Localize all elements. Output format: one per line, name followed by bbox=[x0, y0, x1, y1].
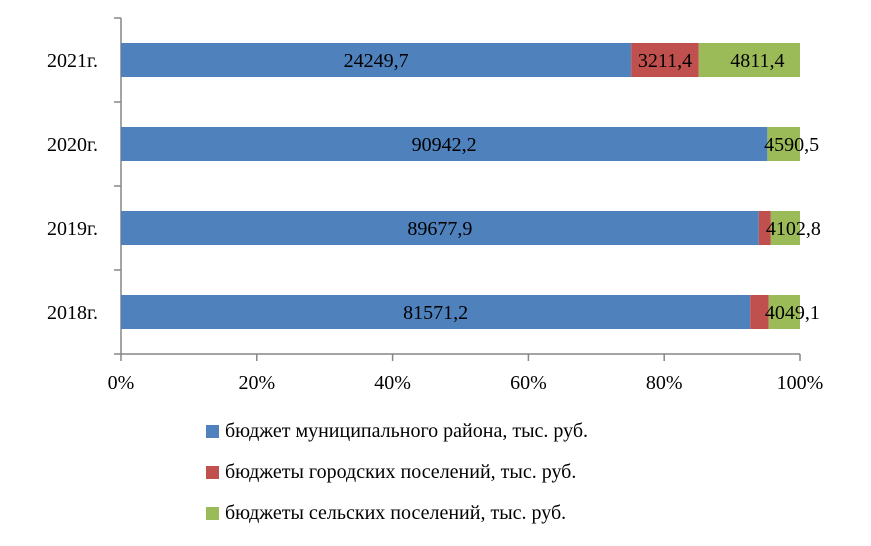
data-label: 4102,8 bbox=[766, 218, 821, 240]
legend-item: бюджеты сельских поселений, тыс. руб. bbox=[206, 502, 588, 524]
bar-segment bbox=[767, 127, 800, 161]
data-label: 4590,5 bbox=[764, 134, 819, 156]
legend-swatch bbox=[206, 506, 219, 520]
data-label: 3211,4 bbox=[638, 50, 692, 72]
bar-segment bbox=[758, 211, 771, 245]
x-tick-label: 40% bbox=[374, 372, 411, 394]
category-label: 2020г. bbox=[47, 134, 98, 156]
data-label: 4811,4 bbox=[730, 50, 784, 72]
bar-segment bbox=[121, 211, 759, 245]
bar-segment bbox=[768, 295, 800, 329]
bar-segment bbox=[121, 295, 751, 329]
x-tick-label: 0% bbox=[108, 372, 135, 394]
x-tick-label: 100% bbox=[777, 372, 824, 394]
x-tick-label: 20% bbox=[238, 372, 275, 394]
x-tick-label: 80% bbox=[646, 372, 683, 394]
legend-label: бюджеты городских поселений, тыс. руб. bbox=[225, 460, 577, 483]
bar-segment bbox=[121, 43, 632, 77]
x-tick-label: 60% bbox=[510, 372, 547, 394]
data-label: 4049,1 bbox=[765, 302, 820, 324]
category-label: 2019г. bbox=[47, 218, 98, 240]
bar-segment bbox=[750, 295, 769, 329]
legend-swatch bbox=[206, 465, 219, 479]
legend-item: бюджет муниципального района, тыс. руб. bbox=[206, 420, 588, 442]
legend: бюджет муниципального района, тыс. руб. б… bbox=[206, 420, 588, 543]
category-label: 2021г. bbox=[47, 50, 98, 72]
data-label: 81571,2 bbox=[403, 302, 468, 324]
bar-segment bbox=[698, 43, 800, 77]
legend-swatch bbox=[206, 424, 219, 438]
bar-segment bbox=[631, 43, 699, 77]
category-label: 2018г. bbox=[47, 302, 98, 324]
bar-segment bbox=[770, 211, 800, 245]
data-label: 24249,7 bbox=[344, 50, 409, 72]
bar-segment bbox=[121, 127, 768, 161]
data-label: 90942,2 bbox=[412, 134, 477, 156]
data-label: 89677,9 bbox=[407, 218, 472, 240]
legend-label: бюджет муниципального района, тыс. руб. bbox=[225, 419, 589, 442]
legend-label: бюджеты сельских поселений, тыс. руб. bbox=[225, 501, 567, 524]
legend-item: бюджеты городских поселений, тыс. руб. bbox=[206, 461, 588, 483]
